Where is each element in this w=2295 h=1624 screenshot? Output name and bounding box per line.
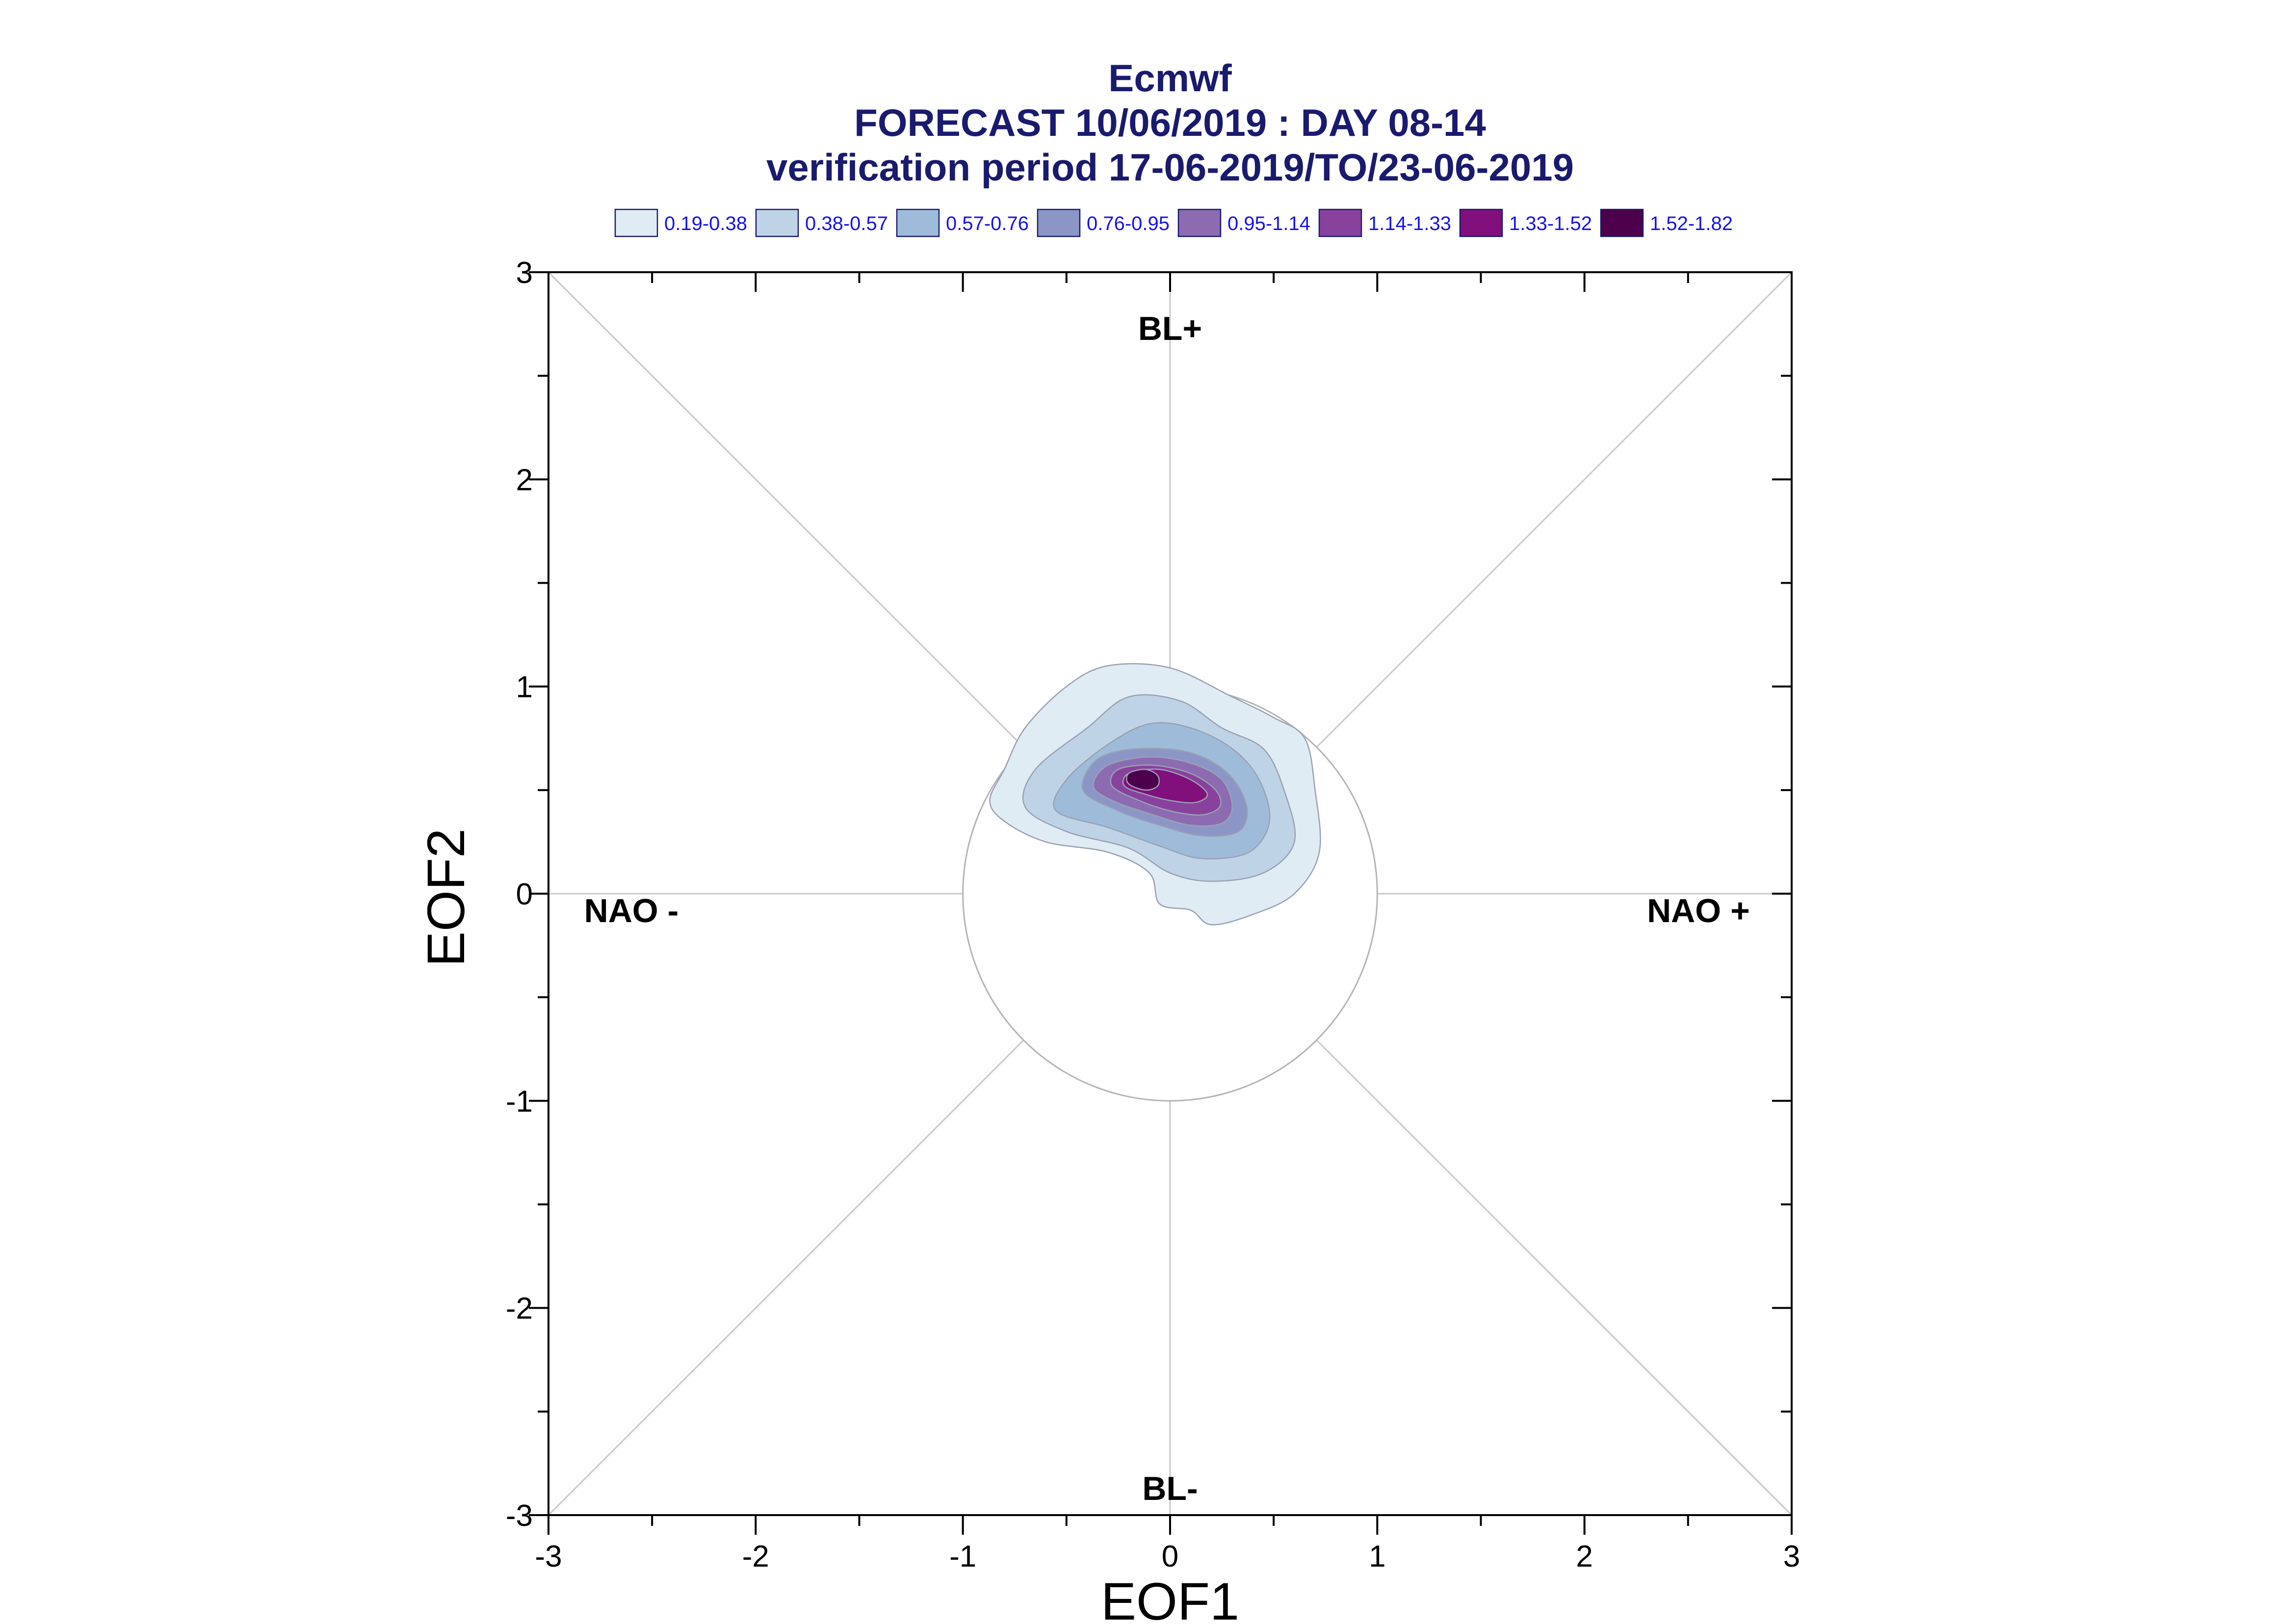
y-tick-label: -3 xyxy=(506,1499,533,1533)
legend-label: 0.19-0.38 xyxy=(664,213,747,234)
regime-labels: BL+ BL- NAO - NAO + xyxy=(584,310,1750,1507)
chart-subtitle-forecast: FORECAST 10/06/2019 : DAY 08-14 xyxy=(854,101,1486,144)
x-axis-label: EOF1 xyxy=(1101,1572,1239,1624)
legend-label: 0.38-0.57 xyxy=(805,213,888,234)
y-tick-label: -1 xyxy=(506,1084,533,1118)
legend-swatch xyxy=(614,208,658,237)
legend-swatch xyxy=(755,208,799,237)
y-axis-label: EOF2 xyxy=(416,828,475,967)
legend-swatch xyxy=(896,208,940,237)
y-tick-label: -2 xyxy=(506,1292,533,1326)
plot-area: -3 -2 -1 0 1 2 3 3 2 1 0 -1 -2 -3 BL+ BL- NAO - NAO + xyxy=(506,256,1800,1573)
x-tick-label: 2 xyxy=(1576,1540,1592,1573)
legend-swatch xyxy=(1177,208,1222,237)
axes: -3 -2 -1 0 1 2 3 3 2 1 0 -1 -2 -3 xyxy=(506,256,1800,1573)
x-tick-label: -1 xyxy=(949,1540,976,1573)
regime-label: BL- xyxy=(1142,1470,1198,1507)
legend-swatch xyxy=(1459,208,1503,237)
x-tick-label: -3 xyxy=(535,1540,562,1573)
chart-subtitle-verification: verification period 17-06-2019/TO/23-06-… xyxy=(766,146,1574,189)
regime-label: NAO - xyxy=(584,892,679,929)
x-tick-label: -2 xyxy=(742,1540,769,1573)
y-tick-label: 2 xyxy=(516,463,533,497)
chart-title: Ecmwf xyxy=(1108,56,1232,100)
x-tick-label: 1 xyxy=(1369,1540,1385,1573)
regime-label: NAO + xyxy=(1647,892,1750,929)
legend-label: 0.57-0.76 xyxy=(946,213,1029,234)
y-tick-label: 3 xyxy=(516,256,533,290)
regime-label: BL+ xyxy=(1138,310,1202,347)
legend-label: 1.33-1.52 xyxy=(1509,213,1592,234)
legend-label: 0.95-1.14 xyxy=(1227,213,1310,234)
y-tick-label: 0 xyxy=(516,877,533,911)
legend-label: 1.14-1.33 xyxy=(1368,213,1451,234)
legend: 0.19-0.38 0.38-0.57 0.57-0.76 0.76-0.95 0.95… xyxy=(614,208,1733,237)
y-tick-label: 1 xyxy=(516,670,533,704)
legend-label: 0.76-0.95 xyxy=(1087,213,1170,234)
x-tick-label: 3 xyxy=(1783,1540,1800,1573)
legend-swatch xyxy=(1600,208,1644,237)
legend-swatch xyxy=(1318,208,1362,237)
density-contours xyxy=(989,663,1321,926)
legend-swatch xyxy=(1037,208,1081,237)
legend-label: 1.52-1.82 xyxy=(1650,213,1733,234)
density-contour-band xyxy=(1126,769,1160,791)
x-tick-label: 0 xyxy=(1162,1540,1178,1573)
